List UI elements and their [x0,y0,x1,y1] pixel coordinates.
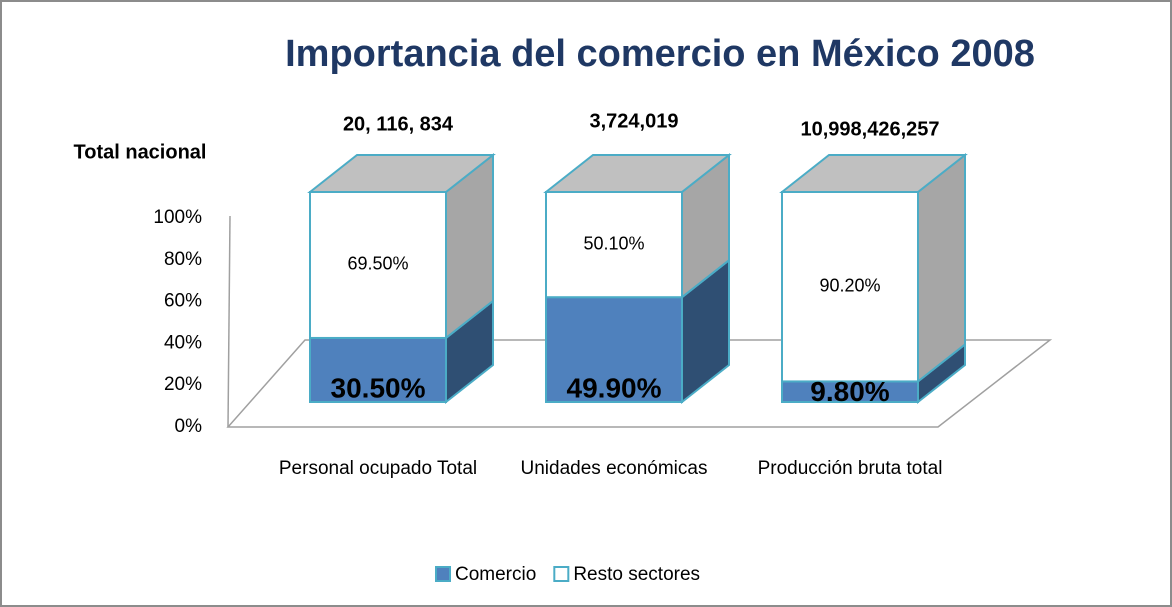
total-label: 20, 116, 834 [343,113,454,135]
value-label: 69.50% [347,254,408,274]
value-label: 49.90% [567,372,662,403]
bar-top [779,154,968,193]
x-tick-label: Unidades económicas [520,458,708,479]
legend-swatch [435,566,451,582]
annotation: Total nacional [74,141,207,163]
back-wall [227,215,231,428]
total-label: 10,998,426,257 [800,118,939,140]
y-tick-label: 0% [175,416,203,437]
bar-segment [781,191,919,383]
value-label: 9.80% [810,376,889,407]
bar-segment [545,191,683,299]
y-tick-label: 40% [164,332,202,353]
legend-label: Resto sectores [573,564,700,585]
bar-top [307,154,496,193]
value-label: 50.10% [583,233,644,253]
total-label: 3,724,019 [590,110,679,132]
x-tick-label: Personal ocupado Total [278,458,478,479]
x-tick-label: Producción bruta total [757,458,943,479]
bar-segment [309,191,447,339]
chart-title: Importancia del comercio en México 2008 [285,33,1035,75]
floor [226,339,1053,428]
bar-side [917,152,966,384]
y-tick-label: 60% [164,291,202,312]
bar-segment [309,336,447,404]
y-tick-label: 100% [153,207,202,228]
value-label: 30.50% [331,372,426,403]
legend-swatch [553,566,570,582]
y-tick-label: 80% [164,249,202,270]
value-label: 90.20% [819,275,880,295]
bar-top [543,154,732,193]
y-tick-label: 20% [164,374,202,395]
legend-label: Comercio [455,564,536,585]
